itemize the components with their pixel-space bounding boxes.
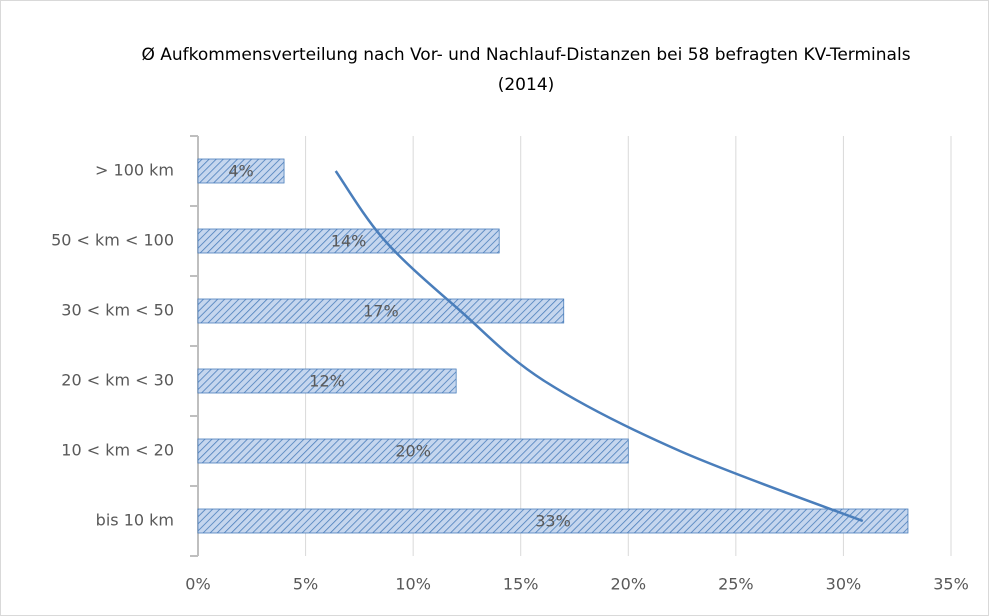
bar <box>197 508 909 534</box>
x-tick-label: 15% <box>503 575 539 594</box>
trend-line <box>334 170 864 523</box>
data-label: 20% <box>395 442 431 461</box>
bar <box>197 298 565 324</box>
x-tick-label: 0% <box>185 575 210 594</box>
y-tick-label: > 100 km <box>95 161 174 180</box>
bar <box>197 158 285 184</box>
bar <box>197 368 457 394</box>
data-label: 12% <box>309 372 345 391</box>
bar <box>197 228 500 254</box>
data-label: 14% <box>331 232 367 251</box>
x-tick-label: 20% <box>611 575 647 594</box>
y-tick-label: 50 < km < 100 <box>51 231 174 250</box>
data-label: 4% <box>228 162 253 181</box>
y-tick-label: 30 < km < 50 <box>61 301 174 320</box>
x-tick-label: 5% <box>293 575 318 594</box>
bar <box>197 438 629 464</box>
x-tick-label: 25% <box>718 575 754 594</box>
y-tick-label: 20 < km < 30 <box>61 371 174 390</box>
data-label: 17% <box>363 302 399 321</box>
x-tick-label: 30% <box>826 575 862 594</box>
data-label: 33% <box>535 512 571 531</box>
y-tick-label: 10 < km < 20 <box>61 441 174 460</box>
x-tick-label: 35% <box>933 575 969 594</box>
x-tick-label: 10% <box>395 575 431 594</box>
y-tick-label: bis 10 km <box>96 511 174 530</box>
chart-title: (2014) <box>498 75 555 95</box>
chart-title: Ø Aufkommensverteilung nach Vor- und Nac… <box>141 45 910 65</box>
